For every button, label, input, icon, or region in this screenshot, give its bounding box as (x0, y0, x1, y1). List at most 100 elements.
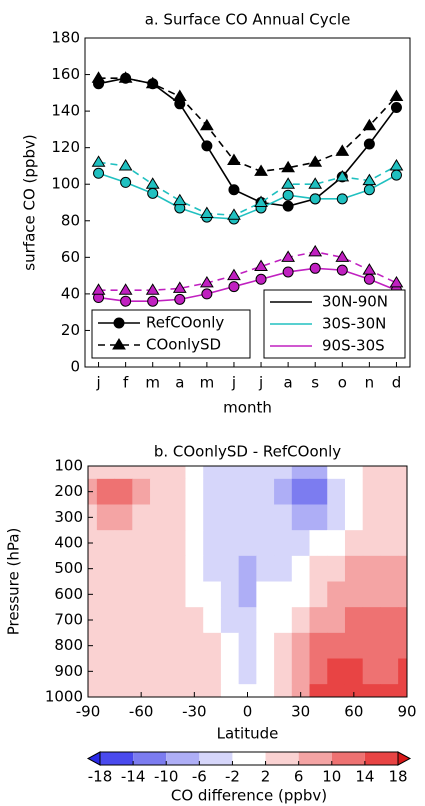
contour-cell (203, 466, 222, 480)
marker (120, 176, 132, 188)
marker (147, 295, 159, 307)
colorbar-tick-label: 10 (322, 768, 341, 786)
contour-cell (398, 466, 408, 480)
contour-cell (398, 555, 408, 582)
marker (118, 71, 133, 83)
contour-cell (88, 466, 98, 480)
contour-cell (150, 504, 169, 531)
y-tick-label: 1000 (45, 688, 83, 706)
contour-cell (114, 658, 133, 685)
contour-cell (114, 607, 133, 634)
x-tick-label: a (284, 374, 293, 392)
contour-cell (185, 684, 204, 698)
contour-cell (327, 466, 346, 480)
colorbar-frame (99, 751, 399, 766)
marker (362, 263, 377, 275)
marker (201, 288, 213, 300)
series-line (98, 251, 397, 292)
y-axis-label: surface CO (ppbv) (21, 134, 39, 270)
marker (201, 140, 213, 152)
contour-cell (309, 466, 328, 480)
contour-cell (344, 658, 364, 685)
marker (228, 184, 240, 196)
contour-cell (203, 632, 222, 659)
contour-cell (132, 466, 151, 480)
y-tick-label: 300 (54, 508, 83, 526)
contour-cell (344, 530, 364, 557)
colorbar-label: CO difference (ppbv) (171, 787, 327, 805)
marker (91, 155, 106, 167)
contour-cell (309, 530, 328, 557)
marker (118, 283, 133, 295)
contour-cell (132, 504, 151, 531)
contour-cell (291, 607, 311, 634)
marker (363, 273, 375, 285)
contour-cell (185, 478, 204, 505)
marker (308, 155, 323, 167)
series-line (98, 77, 398, 173)
marker (336, 264, 348, 276)
colorbar-bin (232, 752, 266, 765)
contour-cell (203, 607, 222, 634)
contour-cell (96, 581, 116, 608)
contour-cell (274, 658, 293, 685)
contour-cell (274, 504, 293, 531)
legend-label: 90S-30S (322, 337, 385, 355)
y-tick-label: 160 (51, 65, 80, 83)
marker (308, 177, 323, 189)
marker (91, 71, 106, 83)
axes-frame (87, 465, 408, 698)
contour-cell (167, 581, 186, 608)
contour-cell (398, 632, 408, 659)
contour-cell (150, 478, 169, 505)
x-tick-label: 30 (291, 703, 310, 721)
contour-cell (167, 658, 186, 685)
marker (390, 169, 402, 181)
contour-cell (96, 530, 116, 557)
contour-cell (362, 504, 381, 531)
contour-cell (274, 632, 293, 659)
marker (281, 250, 296, 262)
contour-cell (238, 530, 257, 557)
contour-cell (132, 530, 151, 557)
y-tick-label: 400 (54, 534, 83, 552)
contour-cell (96, 607, 116, 634)
contour-cell (327, 478, 346, 505)
contour-cell (380, 504, 399, 531)
contour-cell (256, 607, 275, 634)
contour-cell (274, 466, 293, 480)
x-tick-label: s (311, 374, 319, 392)
contour-cell (344, 466, 364, 480)
contour-cell (398, 658, 408, 685)
contour-cell (327, 504, 346, 531)
contour-cell (274, 684, 293, 698)
contour-cell (220, 504, 240, 531)
x-tick-label: j (95, 374, 100, 392)
contour-cell (256, 478, 275, 505)
x-tick-label: m (145, 374, 160, 392)
contour-cell (167, 530, 186, 557)
contour-cell (398, 478, 408, 505)
contour-cell (132, 684, 151, 698)
contour-cell (96, 466, 116, 480)
x-tick-label: j (231, 374, 236, 392)
x-tick-label: d (392, 374, 402, 392)
contour-cell (398, 581, 408, 608)
contour-cell (238, 581, 257, 608)
contour-cell (220, 632, 240, 659)
contour-cell (150, 555, 169, 582)
legend-label: COonlySD (146, 336, 221, 354)
marker (112, 338, 126, 350)
contour-cell (185, 504, 204, 531)
colorbar-extend (86, 751, 101, 766)
colorbar-tick-label: -10 (154, 768, 179, 786)
marker (199, 206, 214, 218)
y-tick-label: 40 (61, 284, 80, 302)
marker (335, 250, 350, 262)
marker (172, 281, 187, 293)
contour-cell (327, 555, 346, 582)
colorbar-bin (298, 752, 332, 765)
contour-cell (291, 466, 311, 480)
contour-cell (362, 581, 381, 608)
colorbar-extend (397, 751, 412, 766)
